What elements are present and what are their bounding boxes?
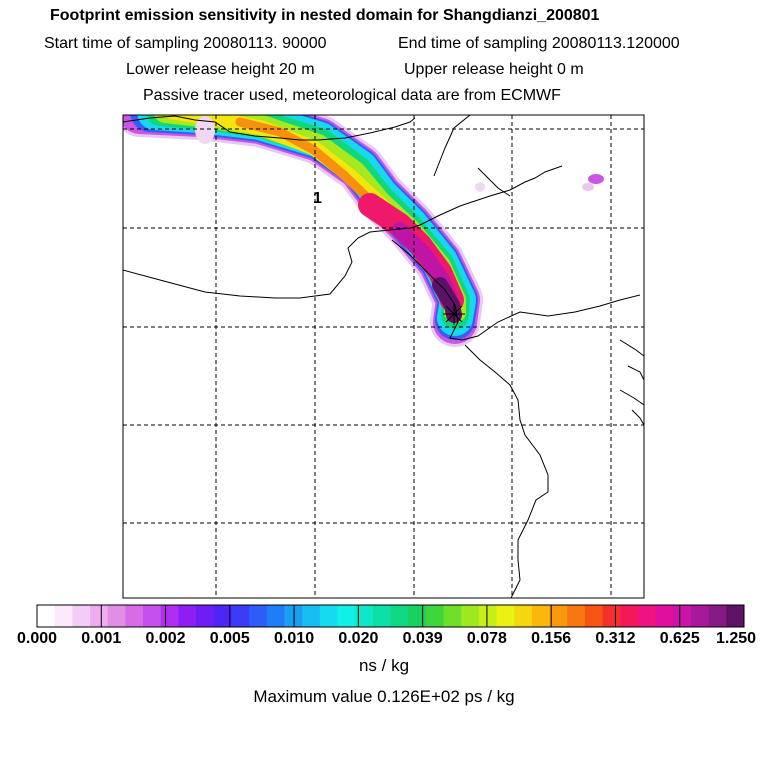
colorbar-tick-label: 0.312 xyxy=(595,630,636,647)
colorbar-cells xyxy=(37,605,745,627)
colorbar-cell xyxy=(319,605,338,627)
map-frame xyxy=(122,114,645,599)
colorbar-tick-label: 0.005 xyxy=(209,630,250,647)
colorbar-cell xyxy=(620,605,639,627)
colorbar-tick-label: 0.625 xyxy=(659,630,700,647)
colorbar-tick-label: 1.250 xyxy=(715,630,757,647)
colorbar-cell xyxy=(425,605,445,627)
colorbar-tick-label: 0.156 xyxy=(531,630,572,647)
tracer-label: Passive tracer used, meteorological data… xyxy=(143,87,561,104)
colorbar-cell xyxy=(584,605,604,627)
colorbar-cell xyxy=(125,605,144,627)
colorbar-cell xyxy=(231,605,250,627)
colorbar-cell xyxy=(496,605,515,627)
colorbar-cell xyxy=(531,605,551,627)
colorbar-cell xyxy=(390,605,409,627)
graticule xyxy=(123,115,644,598)
colorbar-cell xyxy=(602,605,621,627)
maximum-value-label: Maximum value 0.126E+02 ps / kg xyxy=(253,687,515,706)
colorbar-cell xyxy=(143,605,162,627)
colorbar-cell xyxy=(567,605,586,627)
units-label: ns / kg xyxy=(358,656,410,675)
colorbar-cell xyxy=(266,605,285,627)
colorbar-tick-label: 0.002 xyxy=(145,630,186,647)
colorbar-cell xyxy=(443,605,462,627)
release-point-label: 1 xyxy=(313,190,322,207)
colorbar-cell xyxy=(372,605,391,627)
colorbar-cell xyxy=(478,605,498,627)
colorbar-cell xyxy=(284,605,303,627)
colorbar xyxy=(36,604,745,628)
end-time-label: End time of sampling 20080113.120000 xyxy=(398,35,680,52)
colorbar-cell xyxy=(72,605,91,627)
colorbar-tick-label: 0.001 xyxy=(81,630,122,647)
colorbar-tick-label: 0.020 xyxy=(338,630,379,647)
colorbar-cell xyxy=(549,605,568,627)
colorbar-cell xyxy=(461,605,480,627)
colorbar-cell xyxy=(178,605,197,627)
colorbar-tick-label: 0.078 xyxy=(466,630,507,647)
plot-title: Footprint emission sensitivity in nested… xyxy=(50,7,600,24)
colorbar-cell xyxy=(196,605,215,627)
receptor-marker xyxy=(443,303,465,325)
lower-height-label: Lower release height 20 m xyxy=(126,61,315,78)
colorbar-cell xyxy=(655,605,674,627)
colorbar-cell xyxy=(213,605,232,627)
colorbar-tick-label: 0.000 xyxy=(16,630,58,647)
upper-height-label: Upper release height 0 m xyxy=(404,61,584,78)
colorbar-cell xyxy=(302,605,321,627)
colorbar-cell xyxy=(637,605,657,627)
start-time-label: Start time of sampling 20080113. 90000 xyxy=(44,35,327,52)
colorbar-cell xyxy=(337,605,356,627)
colorbar-cell xyxy=(514,605,533,627)
colorbar-cell xyxy=(673,605,692,627)
colorbar-tick-label: 0.039 xyxy=(402,630,443,647)
coastlines xyxy=(123,115,644,598)
colorbar-cell xyxy=(54,605,73,627)
colorbar-cell xyxy=(690,605,710,627)
colorbar-cell xyxy=(708,605,727,627)
colorbar-cell xyxy=(37,605,56,627)
colorbar-cell xyxy=(355,605,374,627)
colorbar-cell xyxy=(249,605,268,627)
map-panel: 1 xyxy=(122,114,645,599)
colorbar-cell xyxy=(107,605,126,627)
colorbar-cell xyxy=(160,605,179,627)
colorbar-ticks xyxy=(36,605,745,627)
colorbar-cell xyxy=(90,605,109,627)
colorbar-cell xyxy=(408,605,427,627)
colorbar-tick-label: 0.010 xyxy=(274,630,315,647)
colorbar-cell xyxy=(726,605,745,627)
